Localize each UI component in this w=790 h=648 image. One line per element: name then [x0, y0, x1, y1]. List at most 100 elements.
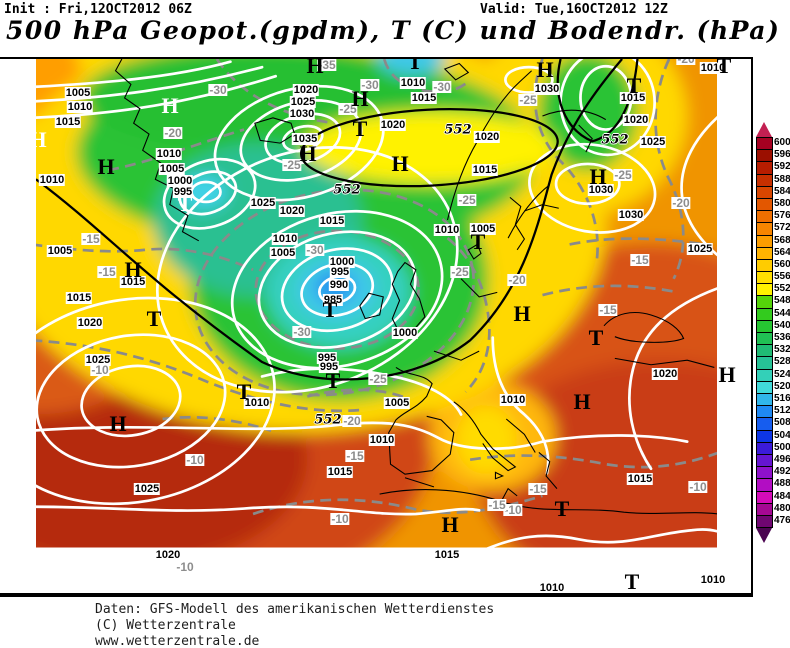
pressure-label: 995 [172, 186, 194, 198]
chart-title: 500 hPa Geopot.(gpdm), T (C) und Bodendr… [6, 16, 781, 45]
temperature-contours [35, 59, 718, 516]
colorbar-tick-label: 600 [774, 137, 790, 148]
colorbar-tick-label: 576 [774, 210, 790, 222]
pressure-label: 1010 [433, 224, 461, 236]
temperature-label: -25 [282, 158, 302, 172]
high-pressure-marker: H [124, 257, 142, 282]
coastlines [114, 59, 718, 515]
colorbar-tick-label: 536 [774, 332, 790, 344]
pressure-label: 1010 [38, 174, 66, 186]
low-pressure-marker: T [146, 306, 162, 331]
colorbar-tick-label: 544 [774, 307, 790, 319]
colorbar-tick-label: 480 [774, 502, 790, 514]
pressure-label: 1015 [54, 116, 82, 128]
low-pressure-marker: T [352, 116, 368, 141]
pressure-label: 1015 [119, 276, 147, 288]
height-label: 552 [333, 182, 361, 198]
temperature-label: -25 [450, 265, 470, 279]
colorbar-tick-label: 492 [774, 466, 790, 478]
pressure-label: 1000 [328, 256, 356, 268]
colorbar-tick-label: 500 [774, 441, 790, 453]
pressure-label: 1015 [619, 92, 647, 104]
pressure-label: 1005 [158, 163, 186, 175]
temperature-label: -10 [185, 453, 205, 467]
pressure-label: 1020 [473, 131, 501, 143]
pressure-label: 1005 [269, 247, 297, 259]
temperature-label: -20 [676, 59, 696, 65]
temperature-label: -25 [338, 102, 358, 116]
colorbar-tick-label: 580 [774, 197, 790, 209]
temperature-label: -20 [163, 126, 183, 140]
pressure-label: 995 [318, 361, 340, 373]
colorbar-tick-label: 588 [774, 173, 790, 185]
pressure-label: 1030 [533, 83, 561, 95]
pressure-label: 985 [322, 294, 344, 306]
map-label-layer: 1005 1010 1015 1010 1005 1010 1005 1000 995 1020 1… [0, 59, 751, 593]
pressure-label: 1005 [46, 245, 74, 257]
pressure-label: 1020 [651, 368, 679, 380]
temperature-label: -10 [90, 363, 110, 377]
pressure-label: 1020 [154, 549, 182, 561]
pressure-label: 1020 [379, 119, 407, 131]
colorbar-arrow-down [756, 528, 772, 544]
temperature-label: -15 [598, 303, 618, 317]
colorbar-cell [756, 514, 773, 529]
colorbar-tick-label: 552 [774, 283, 790, 295]
pressure-label: 995 [329, 266, 351, 278]
colorbar-tick-label: 512 [774, 405, 790, 417]
high-pressure-marker: H [29, 127, 47, 152]
isobar-contours [35, 59, 718, 548]
low-pressure-marker: T [588, 325, 604, 350]
pressure-label: 1015 [626, 473, 654, 485]
pressure-label: 1025 [84, 354, 112, 366]
temperature-label: -10 [688, 480, 708, 494]
low-pressure-marker: T [322, 297, 338, 322]
pressure-label: 1010 [499, 394, 527, 406]
temperature-label: -20 [507, 273, 527, 287]
colorbar-tick-label: 516 [774, 392, 790, 404]
colorbar-tick-label: 592 [774, 161, 790, 173]
pressure-label: 1015 [65, 292, 93, 304]
high-pressure-marker: H [536, 57, 554, 82]
pressure-label: 990 [328, 279, 350, 291]
pressure-label: 1000 [391, 327, 419, 339]
init-time-label: Init : Fri,12OCT2012 06Z [4, 2, 192, 17]
temperature-label: -10 [330, 512, 350, 526]
high-pressure-marker: H [306, 57, 324, 78]
height-label: 552 [314, 412, 342, 428]
pressure-label: 1010 [155, 148, 183, 160]
colorbar-tick-label: 540 [774, 319, 790, 331]
temperature-label: -15 [345, 449, 365, 463]
pressure-label: 1025 [133, 483, 161, 495]
pressure-label: 1020 [76, 317, 104, 329]
low-pressure-marker: T [626, 73, 642, 98]
low-pressure-marker: T [716, 57, 732, 78]
temperature-label: -10 [175, 560, 195, 574]
high-pressure-marker: H [441, 512, 459, 537]
pressure-label: 1015 [410, 92, 438, 104]
pressure-label: 1025 [249, 197, 277, 209]
colorbar-tick-label: 528 [774, 356, 790, 368]
pressure-label: 1000 [166, 175, 194, 187]
pressure-label: 1020 [278, 205, 306, 217]
valid-time-label: Valid: Tue,16OCT2012 12Z [480, 2, 668, 17]
pressure-label: 1010 [699, 62, 727, 74]
high-pressure-marker: H [589, 164, 607, 189]
temperature-label: -30 [292, 325, 312, 339]
colorbar-tick-label: 532 [774, 344, 790, 356]
temperature-label: -15 [81, 232, 101, 246]
pressure-label: 1010 [368, 434, 396, 446]
temperature-label: -15 [528, 482, 548, 496]
pressure-label: 1035 [291, 133, 319, 145]
colorbar-tick-label: 596 [774, 149, 790, 161]
temperature-label: -25 [368, 372, 388, 386]
weather-map: 1005 1010 1015 1010 1005 1010 1005 1000 995 1020 1… [0, 57, 753, 597]
low-pressure-marker: T [554, 496, 570, 521]
temperature-label: -15 [630, 253, 650, 267]
low-pressure-marker: T [177, 191, 193, 216]
pressure-label: 1005 [469, 223, 497, 235]
pressure-label: 1010 [538, 582, 566, 594]
colorbar-cell [756, 283, 773, 297]
footer-source: Daten: GFS-Modell des amerikanischen Wet… [95, 602, 495, 617]
pressure-label: 1025 [686, 243, 714, 255]
